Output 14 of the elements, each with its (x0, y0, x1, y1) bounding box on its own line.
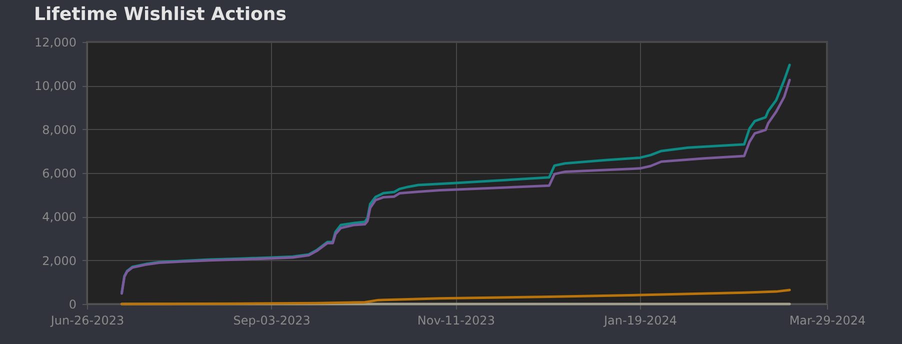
y-tick-label: 4,000 (42, 210, 76, 224)
y-tick-label: 2,000 (42, 254, 76, 268)
x-tick-label: Sep-03-2023 (233, 314, 310, 328)
y-tick-label: 0 (68, 298, 76, 312)
chart-title: Lifetime Wishlist Actions (34, 4, 286, 25)
x-tick-label: Mar-29-2024 (789, 314, 866, 328)
line-series (120, 288, 791, 306)
x-tick-label: Nov-11-2023 (417, 314, 495, 328)
x-tick-label: Jan-19-2024 (603, 314, 677, 328)
x-tick-label: Jun-26-2023 (50, 314, 124, 328)
y-tick-label: 8,000 (42, 122, 76, 137)
y-tick-label: 6,000 (42, 166, 76, 180)
y-tick-label: 10,000 (34, 79, 76, 94)
y-tick-label: 12,000 (34, 36, 76, 50)
